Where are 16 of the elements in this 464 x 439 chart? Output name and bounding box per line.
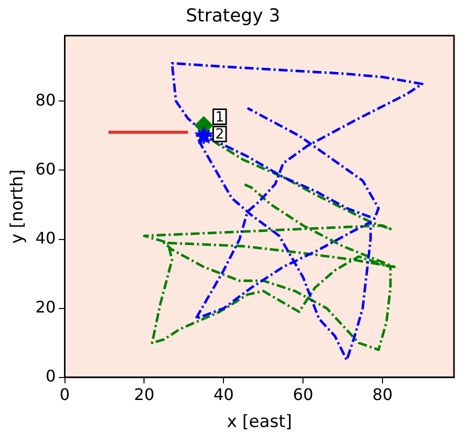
y-axis-title: y [north]	[8, 169, 28, 244]
x-tick-label: 40	[213, 385, 234, 404]
x-tick-label: 60	[292, 385, 314, 404]
y-tick-label: 80	[35, 90, 56, 110]
y-tick-label: 20	[35, 298, 56, 317]
y-tick-label: 0	[46, 366, 56, 386]
x-tick-label: 0	[60, 385, 70, 404]
chart-title: Strategy 3	[186, 5, 280, 26]
annotation: 1	[215, 109, 224, 126]
x-tick-label: 80	[372, 385, 393, 404]
y-tick-label: 60	[35, 159, 56, 178]
x-tick-label: 20	[134, 385, 154, 404]
y-tick-label: 40	[35, 228, 56, 248]
line-series	[170, 62, 424, 362]
x-axis-title: x [east]	[226, 412, 292, 432]
annotation: 2	[215, 126, 224, 143]
